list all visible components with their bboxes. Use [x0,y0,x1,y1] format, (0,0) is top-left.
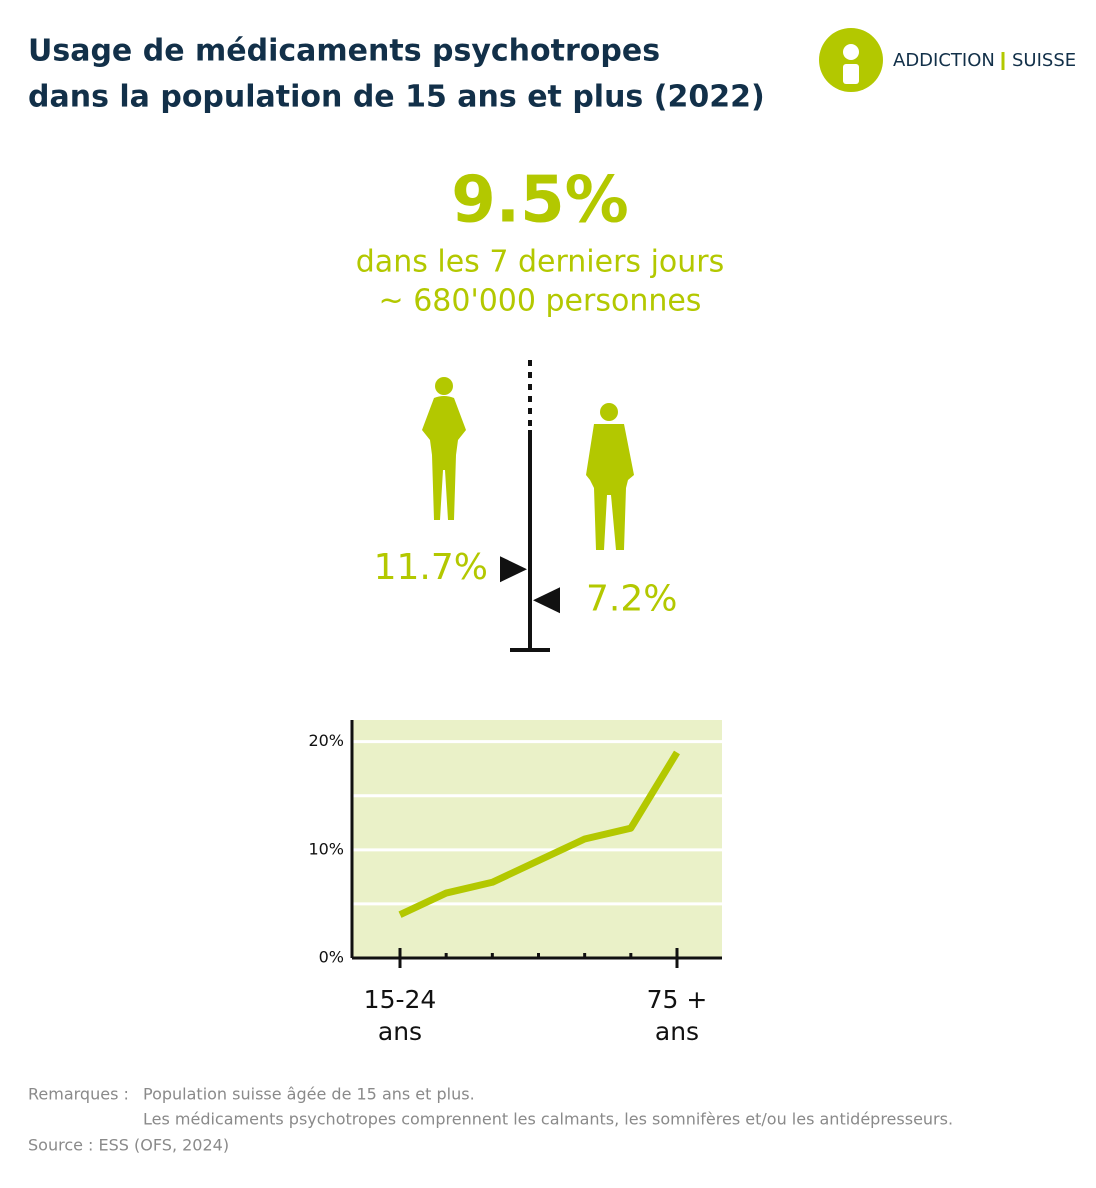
value-label: 11.7% [374,547,488,588]
y-tick-label: 10% [308,839,344,858]
marker [500,556,527,583]
source: Source : ESS (OFS, 2024) [28,1136,229,1155]
remarks-label: Remarques : [28,1085,129,1104]
title-line: Usage de médicaments psychotropes [28,34,660,69]
y-tick-label: 0% [319,948,344,967]
logo: ADDICTION SUISSE [819,28,1076,92]
x-tick-label: 75 + ans [646,985,708,1046]
remark: Population suisse âgée de 15 ans et plus… [143,1085,475,1104]
highlight-line: ~ 680'000 personnes [379,284,702,319]
highlight-value: 9.5% [451,164,629,238]
y-tick-label: 20% [308,731,344,750]
value-label: 7.2% [586,578,677,619]
title-line: dans la population de 15 ans et plus (20… [28,80,765,115]
plot-area [352,720,722,958]
remark: Les médicaments psychotropes comprennent… [143,1110,953,1129]
logo-text: ADDICTION [893,50,995,71]
highlight-line: dans les 7 derniers jours [356,245,724,280]
line [398,750,680,918]
woman-icon [422,377,466,520]
marker [533,587,560,614]
logo-text: SUISSE [1012,50,1076,71]
notes: Remarques : Population suisse âgée de 15… [28,1085,953,1155]
man-icon [586,403,634,550]
x-tick-label: 15-24 ans [363,985,437,1046]
